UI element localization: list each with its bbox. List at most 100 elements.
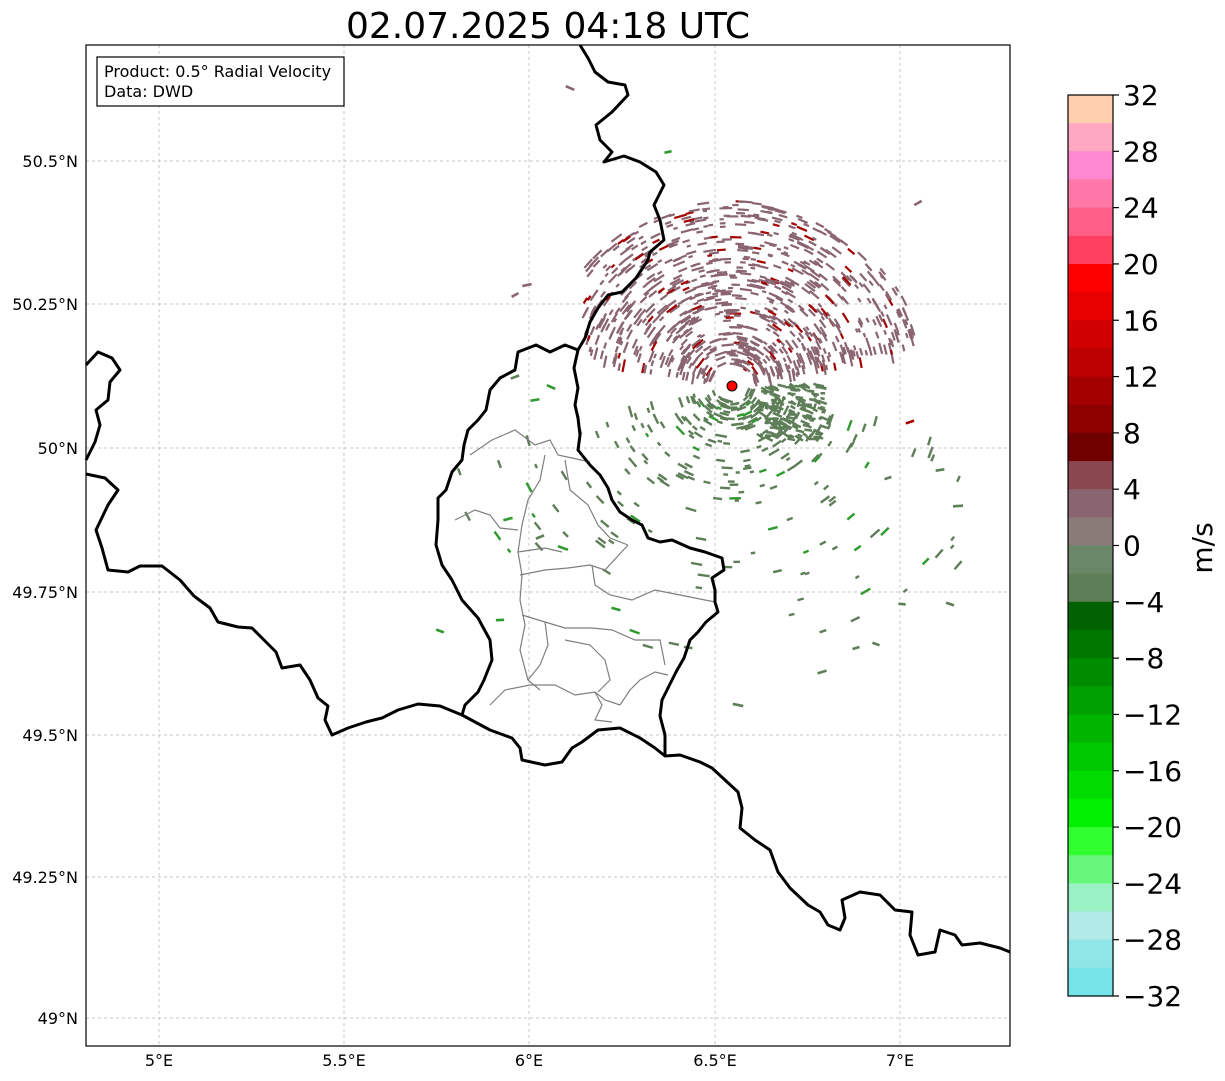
echo-speckle [620, 266, 626, 273]
echo-speckle [865, 337, 871, 350]
echo-speckle [703, 480, 711, 485]
echo-speckle [678, 397, 684, 408]
echo-speckle [804, 331, 810, 339]
colorbar-swatch [1068, 263, 1113, 293]
echo-speckle [756, 416, 762, 422]
echo-speckle [695, 586, 703, 590]
echo-speckle [708, 370, 717, 383]
echo-speckle [703, 405, 713, 414]
echo-speckle [800, 419, 810, 426]
radar-site-marker[interactable] [726, 380, 738, 392]
echo-speckle [666, 223, 674, 228]
echo-speckle [841, 295, 850, 305]
echo-speckle [776, 338, 781, 344]
echo-speckle [777, 360, 782, 367]
echo-speckle [751, 201, 762, 206]
echo-speckle [884, 475, 892, 481]
echo-speckle [648, 338, 655, 347]
echo-speckle [680, 254, 688, 259]
echo-speckle [880, 526, 890, 536]
echo-speckle [690, 395, 696, 404]
western-border-fragment [84, 350, 122, 461]
echo-speckle [733, 560, 740, 564]
echo-speckle [772, 411, 783, 418]
echo-speckle [669, 278, 681, 286]
echo-speckle [751, 284, 764, 290]
echo-speckle [878, 342, 884, 355]
echo-speckle [901, 318, 908, 329]
echo-speckle [605, 265, 612, 272]
echo-speckle [736, 335, 748, 340]
echo-speckle [669, 304, 681, 314]
echo-speckle [594, 430, 600, 439]
echo-speckle [857, 317, 864, 326]
echo-speckle [799, 308, 809, 318]
echo-speckle [602, 355, 608, 368]
echo-speckle [771, 216, 783, 222]
colorbar-tick-label: 0 [1123, 530, 1141, 563]
lat-tick-label: 49.75°N [12, 583, 78, 602]
echo-speckle [858, 282, 864, 288]
echo-speckle [788, 237, 795, 243]
echo-speckle [853, 544, 862, 552]
echo-speckle [885, 313, 893, 326]
echo-speckle [802, 327, 810, 336]
echo-speckle [828, 499, 837, 507]
echo-speckle [779, 417, 789, 422]
colorbar-tick-label: 4 [1123, 473, 1141, 506]
echo-speckle [727, 480, 735, 483]
canton-border [517, 454, 563, 553]
echo-speckle [731, 283, 740, 287]
echo-speckle [841, 277, 851, 288]
echo-speckle [778, 348, 784, 354]
echo-speckle [707, 286, 713, 290]
echo-speckle [673, 226, 678, 231]
echo-speckle [818, 337, 823, 344]
echo-speckle [707, 403, 715, 410]
echo-speckle [879, 267, 886, 276]
echo-speckle [901, 344, 906, 352]
canton-border [594, 691, 613, 723]
echo-speckle [615, 336, 621, 344]
echo-speckle [807, 336, 812, 342]
echo-speckle [506, 548, 512, 554]
echo-speckle [622, 341, 629, 354]
echo-speckle [868, 280, 874, 287]
echo-speckle [600, 248, 610, 258]
echo-speckle [623, 253, 634, 262]
echo-speckle [849, 274, 858, 284]
echo-speckle [708, 414, 719, 422]
echo-speckle [706, 294, 719, 300]
echo-speckle [652, 238, 660, 244]
echo-speckle [664, 149, 672, 155]
colorbar-swatch [1068, 883, 1113, 913]
colorbar-swatch [1068, 207, 1113, 237]
echo-speckle [636, 353, 642, 363]
echo-speckle [808, 303, 818, 313]
echo-speckle [675, 325, 686, 335]
echo-speckle [597, 317, 604, 328]
echo-speckle [780, 452, 790, 460]
echo-speckle [761, 290, 767, 294]
echo-speckle [703, 248, 717, 253]
echo-speckle [650, 280, 663, 290]
echo-speckle [510, 291, 520, 299]
echo-speckle [771, 341, 777, 347]
echo-speckle [751, 341, 758, 347]
echo-speckle [645, 277, 656, 286]
echo-speckle [797, 433, 803, 438]
echo-speckle [716, 361, 727, 368]
echo-speckle [735, 270, 742, 274]
echo-speckle [647, 528, 653, 534]
echo-speckle [739, 287, 753, 292]
echo-speckle [690, 561, 703, 567]
echo-speckle [742, 367, 748, 372]
echo-speckle [791, 339, 799, 349]
echo-speckle [703, 216, 709, 220]
echo-speckle [716, 420, 723, 425]
echo-speckle [787, 418, 797, 426]
echo-speckle [711, 287, 717, 291]
echo-speckle [684, 462, 693, 469]
echo-speckle [742, 257, 749, 261]
echo-speckle [796, 337, 802, 343]
